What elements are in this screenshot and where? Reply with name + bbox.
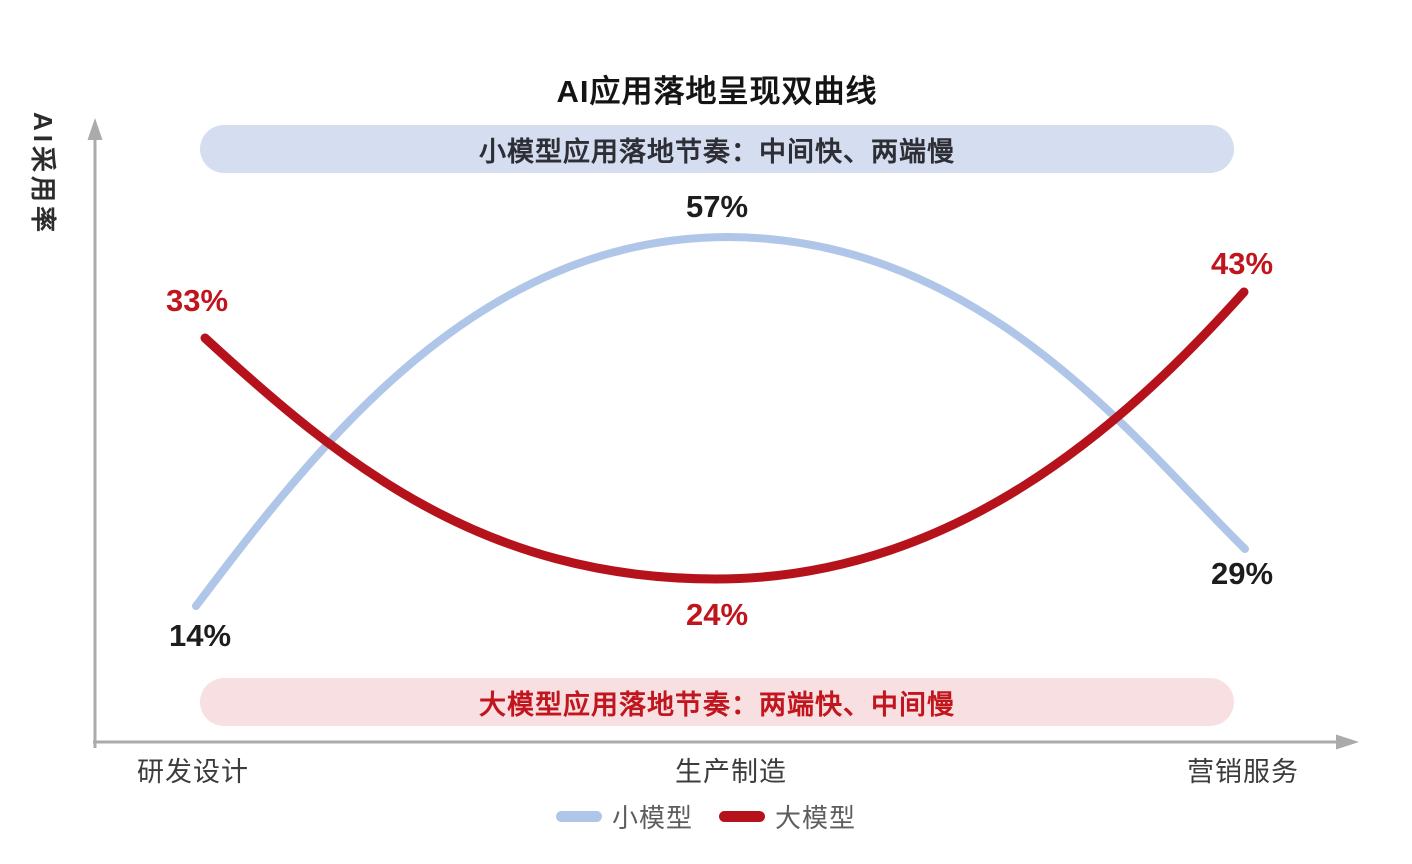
small-model-value-rd: 14% — [168, 618, 232, 653]
small-model-curve — [192, 232, 1249, 610]
x-category-rd: 研发设计 — [137, 757, 249, 787]
large-model-banner-text: 大模型应用落地节奏：两端快、中间慢 — [479, 689, 955, 720]
large-model-value-prod: 24% — [685, 597, 749, 632]
legend-item-large-model: 大模型 — [719, 798, 856, 835]
large-model-value-rd: 33% — [165, 283, 229, 318]
small-model-value-prod: 57% — [685, 189, 749, 224]
small-model-line-swatch-icon — [555, 811, 602, 822]
small-model-value-marketing: 29% — [1210, 556, 1274, 591]
small-model-banner: 小模型应用落地节奏：中间快、两端慢 — [200, 125, 1234, 173]
x-category-marketing: 营销服务 — [1187, 757, 1299, 787]
large-model-banner: 大模型应用落地节奏：两端快、中间慢 — [200, 678, 1234, 726]
large-model-curve — [200, 287, 1249, 584]
legend-item-small-model: 小模型 — [555, 798, 693, 835]
large-model-value-marketing: 43% — [1210, 246, 1274, 281]
legend-label-large-model: 大模型 — [775, 803, 857, 833]
y-axis-arrow-icon — [87, 118, 103, 140]
legend-label-small-model: 小模型 — [611, 803, 693, 833]
x-category-prod: 生产制造 — [675, 757, 787, 787]
large-model-line-swatch-icon — [719, 811, 765, 822]
chart-title: AI应用落地呈现双曲线 — [556, 74, 878, 109]
x-axis-arrow-icon — [1336, 734, 1359, 750]
small-model-banner-text: 小模型应用落地节奏：中间快、两端慢 — [479, 136, 955, 167]
legend: 小模型 大模型 — [0, 798, 1412, 835]
